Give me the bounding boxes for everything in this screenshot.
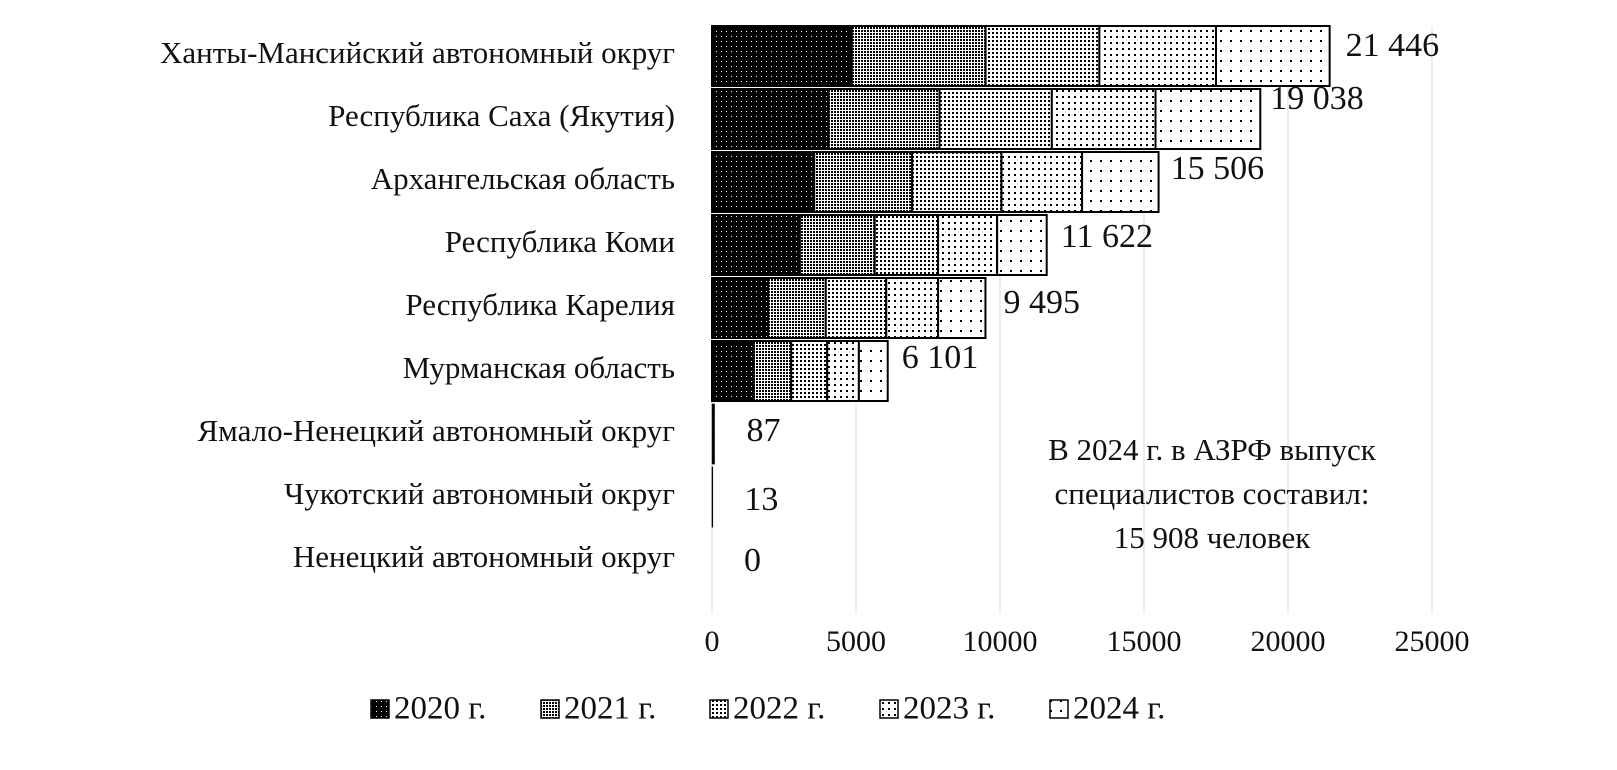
category-labels: Ханты-Мансийский автономный округ Республ… <box>160 35 675 574</box>
x-tick-label: 25000 <box>1395 625 1470 658</box>
x-tick-label: 0 <box>705 625 720 658</box>
bar-segment <box>826 340 860 402</box>
bar-segment <box>1215 25 1331 87</box>
bar-segment <box>713 403 715 465</box>
legend-swatch <box>879 699 899 719</box>
category-label: Архангельская область <box>371 161 675 196</box>
total-label: 21 446 <box>1346 27 1440 64</box>
annotation-line-3: 15 908 человек <box>1114 520 1312 555</box>
x-tick-label: 20000 <box>1251 625 1326 658</box>
bar-segment <box>798 214 876 276</box>
legend-swatch <box>370 699 390 719</box>
bar-segment <box>1154 88 1262 150</box>
bar-segment <box>711 151 816 213</box>
bar-segment <box>1000 151 1084 213</box>
total-label: 13 <box>744 481 778 518</box>
legend-label: 2023 г. <box>903 691 995 727</box>
bar-segment <box>984 25 1101 87</box>
bar-segment <box>885 277 940 339</box>
bar-segment <box>711 214 801 276</box>
bar-segment <box>711 340 755 402</box>
legend-label: 2024 г. <box>1073 691 1165 727</box>
bar-segment <box>752 340 793 402</box>
bar-segment <box>873 214 940 276</box>
x-axis-ticks: 0 5000 10000 15000 20000 25000 <box>705 625 1470 658</box>
legend-label: 2021 г. <box>564 691 656 727</box>
bar-segment <box>827 88 941 150</box>
legend-label: 2022 г. <box>733 691 825 727</box>
bar-segment <box>850 25 987 87</box>
annotation-line-2: специалистов составил: <box>1055 476 1370 511</box>
category-label: Республика Коми <box>445 224 675 259</box>
category-label: Ямало-Ненецкий автономный округ <box>198 413 676 448</box>
legend-swatch <box>709 699 729 719</box>
bar-segment <box>711 25 853 87</box>
bar-segment <box>712 466 714 528</box>
total-label: 0 <box>744 542 761 579</box>
bar-segment <box>813 151 914 213</box>
bar-segment <box>1081 151 1160 213</box>
category-label: Ханты-Мансийский автономный округ <box>160 35 675 70</box>
bar-segment <box>824 277 888 339</box>
total-label: 87 <box>747 412 781 449</box>
legend-label: 2020 г. <box>394 691 486 727</box>
bar-segment <box>767 277 827 339</box>
total-label: 9 495 <box>1003 284 1080 321</box>
category-label: Республика Саха (Якутия) <box>328 98 675 133</box>
bar-segment <box>857 340 889 402</box>
bar-segment <box>711 277 770 339</box>
bar-segment <box>711 88 830 150</box>
total-label: 15 506 <box>1171 150 1265 187</box>
total-label: 19 038 <box>1270 80 1364 117</box>
bar-segment <box>937 214 999 276</box>
total-label: 6 101 <box>902 339 979 376</box>
category-label: Чукотский автономный округ <box>284 476 675 511</box>
bar-segment <box>938 88 1053 150</box>
bars <box>711 25 1331 528</box>
category-label: Мурманская область <box>403 350 675 385</box>
legend-swatch <box>1049 699 1069 719</box>
bar-segment <box>790 340 829 402</box>
legend-swatch <box>540 699 560 719</box>
bar-segment <box>1050 88 1157 150</box>
x-tick-label: 5000 <box>826 625 886 658</box>
bar-segment <box>1098 25 1217 87</box>
x-tick-label: 15000 <box>1107 625 1182 658</box>
bar-segment <box>937 277 987 339</box>
bar-segment <box>996 214 1048 276</box>
bar-segment <box>911 151 1003 213</box>
category-label: Ненецкий автономный округ <box>293 539 675 574</box>
legend: 2020 г. 2021 г. 2022 г. 2023 г. 2024 г. <box>370 691 1165 727</box>
total-label: 11 622 <box>1061 218 1153 255</box>
category-label: Республика Карелия <box>405 287 675 322</box>
annotation-line-1: В 2024 г. в АЗРФ выпуск <box>1048 432 1377 467</box>
x-tick-label: 10000 <box>963 625 1038 658</box>
